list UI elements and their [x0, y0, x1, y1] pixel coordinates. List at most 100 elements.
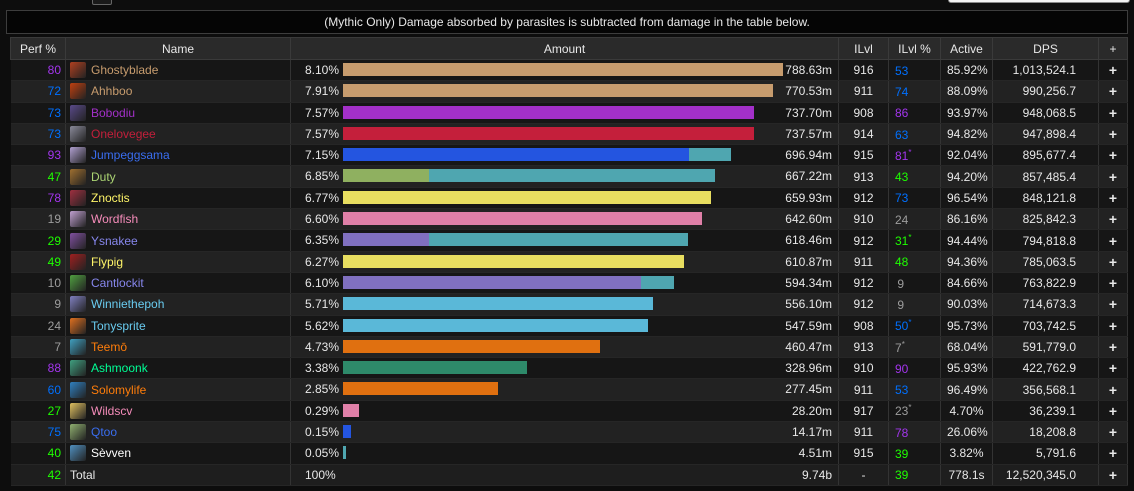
- table-row[interactable]: 19 Wordfish 6.60% 642.60m 910 24 86.16% 825,842…: [10, 208, 1128, 231]
- player-name-link[interactable]: Ashmoonk: [91, 361, 148, 376]
- player-name-cell[interactable]: Ashmoonk: [65, 357, 291, 380]
- ilvl-pct-cell: 9: [888, 293, 941, 316]
- expand-row-button[interactable]: +: [1098, 315, 1128, 337]
- dps-value: 763,822.9: [992, 272, 1099, 295]
- expand-row-button[interactable]: +: [1098, 421, 1128, 444]
- player-name-cell[interactable]: Solomylife: [65, 378, 291, 401]
- player-name-link[interactable]: Wordfish: [91, 212, 139, 227]
- player-name-cell[interactable]: Ahhboo: [65, 80, 291, 103]
- player-name-link[interactable]: Teemō: [91, 340, 128, 354]
- player-name-link[interactable]: Ghostyblade: [91, 63, 159, 78]
- player-name-link[interactable]: Solomylife: [91, 382, 147, 397]
- player-name-cell[interactable]: Duty: [65, 165, 291, 188]
- expand-row-button[interactable]: +: [1098, 208, 1128, 231]
- player-name-cell[interactable]: Wildscv: [65, 400, 291, 423]
- player-name-cell[interactable]: Tonysprite: [65, 315, 291, 337]
- table-row[interactable]: 80 Ghostyblade 8.10% 788.63m 916 53 85.92% 1,01…: [10, 59, 1128, 82]
- expand-row-button[interactable]: +: [1098, 80, 1128, 103]
- table-row[interactable]: 49 Flypig 6.27% 610.87m 911 48 94.36% 785,063.5…: [10, 251, 1128, 273]
- table-row[interactable]: 88 Ashmoonk 3.38% 328.96m 910 90 95.93% 422,762…: [10, 357, 1128, 380]
- player-name-cell[interactable]: Cantlockit: [65, 272, 291, 295]
- table-row[interactable]: 7 Teemō 4.73% 460.47m 913 7* 68.04% 591,779.0 +: [10, 336, 1128, 359]
- player-name-cell[interactable]: Sèvven: [65, 442, 291, 465]
- player-name-link[interactable]: Bobodiu: [91, 105, 136, 120]
- class-spec-icon: [70, 62, 86, 79]
- table-row[interactable]: 75 Qtoo 0.15% 14.17m 911 78 26.06% 18,208.8 +: [10, 421, 1128, 444]
- table-row[interactable]: 40 Sèvven 0.05% 4.51m 915 39 3.82% 5,791.6 +: [10, 442, 1128, 465]
- active-header[interactable]: Active: [940, 37, 993, 60]
- ilvl-pct-header[interactable]: ILvl %: [888, 37, 941, 60]
- expand-row-button[interactable]: +: [1098, 144, 1128, 167]
- table-row[interactable]: 78 Znoctis 6.77% 659.93m 912 73 96.54% 848,121.…: [10, 187, 1128, 210]
- table-row[interactable]: 60 Solomylife 2.85% 277.45m 911 53 96.49% 356,5…: [10, 378, 1128, 401]
- player-name-cell[interactable]: Teemō: [65, 336, 291, 359]
- expand-row-button[interactable]: +: [1098, 187, 1128, 210]
- table-row[interactable]: 9 Winniethepoh 5.71% 556.10m 912 9 90.03% 714,6…: [10, 293, 1128, 316]
- amount-pct: 3.38%: [305, 361, 340, 376]
- ilvl-pct-value: 9: [897, 276, 904, 291]
- table-row[interactable]: 73 Onelovegee 7.57% 737.57m 914 63 94.82% 947,8…: [10, 123, 1128, 146]
- player-name-cell[interactable]: Onelovegee: [65, 123, 291, 146]
- player-name-link[interactable]: Duty: [91, 169, 116, 184]
- amount-pct: 0.05%: [305, 446, 340, 461]
- toolbar-button[interactable]: [92, 0, 112, 5]
- ilvl-pct-value: 53: [895, 383, 909, 398]
- total-expand-button[interactable]: +: [1098, 464, 1128, 486]
- dps-value: 422,762.9: [992, 357, 1099, 380]
- player-name-cell[interactable]: Wordfish: [65, 208, 291, 231]
- expand-row-button[interactable]: +: [1098, 400, 1128, 423]
- expand-row-button[interactable]: +: [1098, 251, 1128, 273]
- table-row[interactable]: 72 Ahhboo 7.91% 770.53m 911 74 88.09% 990,256.7…: [10, 80, 1128, 103]
- player-name-cell[interactable]: Bobodiu: [65, 102, 291, 124]
- table-row[interactable]: 29 Ysnakee 6.35% 618.46m 912 31* 94.44% 794,818…: [10, 229, 1128, 252]
- active-value: 68.04%: [940, 336, 993, 359]
- player-name-cell[interactable]: Jumpeggsama: [65, 144, 291, 167]
- ilvl-header[interactable]: ILvl: [838, 37, 889, 60]
- amount-value: 618.46m: [785, 233, 832, 248]
- expand-row-button[interactable]: +: [1098, 102, 1128, 124]
- expand-row-button[interactable]: +: [1098, 293, 1128, 316]
- amount-cell: 4.73% 460.47m: [290, 336, 839, 359]
- player-name-link[interactable]: Flypig: [91, 254, 124, 269]
- player-name-cell[interactable]: Znoctis: [65, 187, 291, 210]
- player-name-link[interactable]: Qtoo: [91, 425, 118, 440]
- expand-row-button[interactable]: +: [1098, 336, 1128, 359]
- player-name-cell[interactable]: Qtoo: [65, 421, 291, 444]
- expand-row-button[interactable]: +: [1098, 229, 1128, 252]
- player-name-cell[interactable]: Ghostyblade: [65, 59, 291, 82]
- player-name-link[interactable]: Cantlockit: [91, 276, 144, 291]
- player-name-link[interactable]: Wildscv: [91, 403, 133, 418]
- amount-header[interactable]: Amount: [290, 37, 839, 60]
- expand-row-button[interactable]: +: [1098, 59, 1128, 82]
- player-name-cell[interactable]: Ysnakee: [65, 229, 291, 252]
- player-name-link[interactable]: Ahhboo: [91, 84, 133, 99]
- dps-header[interactable]: DPS: [992, 37, 1099, 60]
- perf-header[interactable]: Perf %: [10, 37, 66, 60]
- expand-row-button[interactable]: +: [1098, 378, 1128, 401]
- player-name-link[interactable]: Jumpeggsama: [91, 148, 170, 163]
- table-row[interactable]: 10 Cantlockit 6.10% 594.34m 912 9 84.66% 763,82…: [10, 272, 1128, 295]
- class-spec-icon: [70, 147, 86, 164]
- player-name-link[interactable]: Ysnakee: [91, 233, 138, 248]
- table-row[interactable]: 93 Jumpeggsama 7.15% 696.94m 915 81* 92.04% 895…: [10, 144, 1128, 167]
- expand-row-button[interactable]: +: [1098, 357, 1128, 380]
- player-name-link[interactable]: Znoctis: [91, 190, 130, 205]
- player-name-link[interactable]: Sèvven: [91, 446, 132, 461]
- table-row[interactable]: 73 Bobodiu 7.57% 737.70m 908 86 93.97% 948,068.…: [10, 102, 1128, 124]
- search-input[interactable]: [948, 0, 1130, 3]
- player-name-link[interactable]: Tonysprite: [91, 318, 146, 333]
- name-header[interactable]: Name: [65, 37, 291, 60]
- table-row[interactable]: 27 Wildscv 0.29% 28.20m 917 23* 4.70% 36,239.1 +: [10, 400, 1128, 423]
- player-name-cell[interactable]: Winniethepoh: [65, 293, 291, 316]
- expand-all-button[interactable]: +: [1098, 37, 1128, 60]
- player-name-link[interactable]: Onelovegee: [91, 127, 156, 142]
- expand-row-button[interactable]: +: [1098, 442, 1128, 465]
- table-row[interactable]: 47 Duty 6.85% 667.22m 913 43 94.20% 857,485.4 +: [10, 165, 1128, 188]
- player-name-cell[interactable]: Flypig: [65, 251, 291, 273]
- expand-row-button[interactable]: +: [1098, 123, 1128, 146]
- expand-row-button[interactable]: +: [1098, 272, 1128, 295]
- table-row[interactable]: 24 Tonysprite 5.62% 547.59m 908 50* 95.73% 703,…: [10, 315, 1128, 337]
- amount-value: 594.34m: [785, 275, 832, 290]
- expand-row-button[interactable]: +: [1098, 165, 1128, 188]
- player-name-link[interactable]: Winniethepoh: [91, 297, 165, 312]
